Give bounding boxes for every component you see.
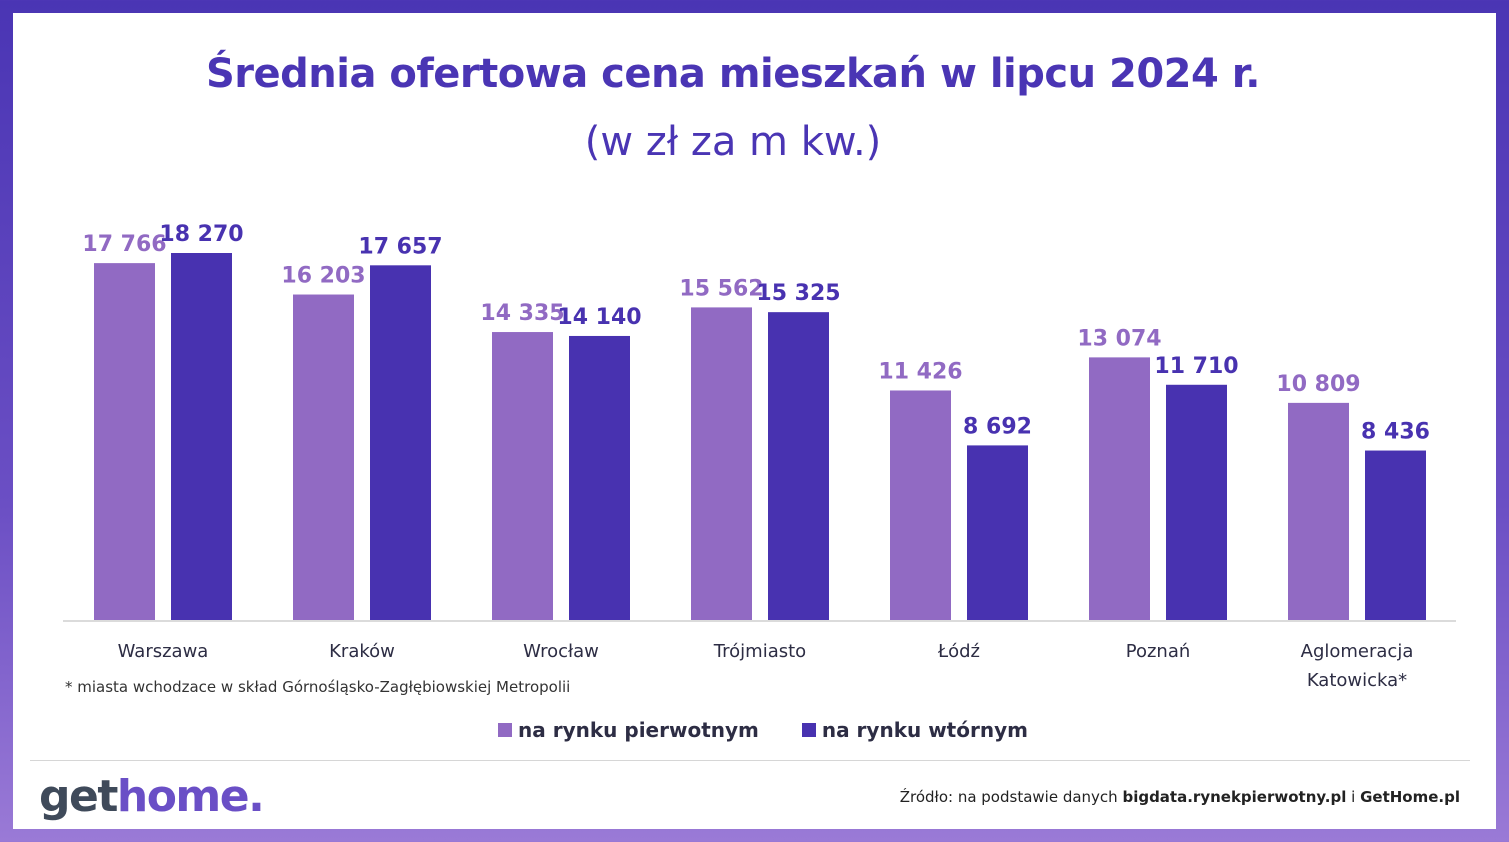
data-label-secondary: 8 692 bbox=[963, 414, 1032, 439]
divider bbox=[30, 760, 1470, 761]
legend: na rynku pierwotnym na rynku wtórnym bbox=[13, 718, 1509, 742]
bar-secondary bbox=[171, 253, 232, 620]
data-label-primary: 15 562 bbox=[679, 276, 763, 301]
bar-secondary bbox=[370, 265, 431, 620]
data-label-primary: 17 766 bbox=[82, 232, 166, 257]
logo-part-home: home. bbox=[116, 771, 265, 822]
data-label-primary: 10 809 bbox=[1276, 372, 1360, 397]
logo-part-get: get bbox=[39, 771, 118, 822]
x-tick-label: Aglomeracja bbox=[1301, 641, 1414, 662]
data-label-secondary: 15 325 bbox=[756, 281, 840, 306]
data-label-secondary: 8 436 bbox=[1361, 420, 1430, 445]
data-label-primary: 11 426 bbox=[878, 359, 962, 384]
data-label-primary: 13 074 bbox=[1077, 326, 1161, 351]
x-tick-label: Łódź bbox=[937, 641, 980, 662]
legend-label-secondary: na rynku wtórnym bbox=[821, 718, 1028, 742]
chart-card: Średnia ofertowa cena mieszkań w lipcu 2… bbox=[13, 13, 1496, 829]
bar-secondary bbox=[569, 335, 630, 620]
legend-swatch-secondary bbox=[801, 723, 816, 737]
data-label-secondary: 18 270 bbox=[159, 222, 243, 247]
gethome-logo: gethome. bbox=[39, 771, 265, 822]
bar-primary bbox=[1288, 402, 1349, 620]
bar-secondary bbox=[1365, 450, 1426, 620]
bar-secondary bbox=[768, 312, 829, 620]
x-tick-label: Wrocław bbox=[523, 641, 599, 662]
footnote: * miasta wchodzace w skład Górnośląsko-Z… bbox=[65, 678, 571, 696]
bar-primary bbox=[890, 390, 951, 620]
data-label-secondary: 14 140 bbox=[557, 305, 641, 330]
bar-primary bbox=[492, 332, 553, 620]
source-gethome: GetHome.pl bbox=[1360, 788, 1460, 806]
data-label-primary: 16 203 bbox=[281, 264, 365, 289]
source-prefix: Źródło: na podstawie danych bbox=[899, 788, 1123, 806]
x-tick-label: Trójmiasto bbox=[713, 641, 806, 662]
source-note: Źródło: na podstawie danych bigdata.ryne… bbox=[900, 788, 1460, 806]
bar-secondary bbox=[1166, 384, 1227, 620]
source-bigdata: bigdata.rynekpierwotny.pl bbox=[1122, 788, 1347, 806]
x-tick-label: Warszawa bbox=[118, 641, 209, 662]
bar-secondary bbox=[967, 445, 1028, 620]
chart-subtitle: (w zł za m kw.) bbox=[584, 119, 882, 165]
chart-title: Średnia ofertowa cena mieszkań w lipcu 2… bbox=[206, 51, 1260, 97]
x-tick-label: Poznań bbox=[1126, 641, 1191, 662]
legend-item-secondary: na rynku wtórnym bbox=[801, 718, 1028, 742]
data-label-primary: 14 335 bbox=[480, 301, 564, 326]
bar-primary bbox=[1089, 357, 1150, 620]
x-tick-label: Katowicka* bbox=[1307, 670, 1407, 691]
legend-swatch-primary bbox=[498, 723, 513, 737]
legend-item-primary: na rynku pierwotnym bbox=[498, 718, 759, 742]
bar-primary bbox=[293, 294, 354, 620]
bar-primary bbox=[691, 307, 752, 620]
data-label-secondary: 11 710 bbox=[1154, 354, 1238, 379]
legend-label-primary: na rynku pierwotnym bbox=[518, 718, 759, 742]
x-tick-label: Kraków bbox=[329, 641, 395, 662]
bar-primary bbox=[94, 263, 155, 620]
data-label-secondary: 17 657 bbox=[358, 234, 442, 259]
source-middle: i bbox=[1346, 788, 1361, 806]
